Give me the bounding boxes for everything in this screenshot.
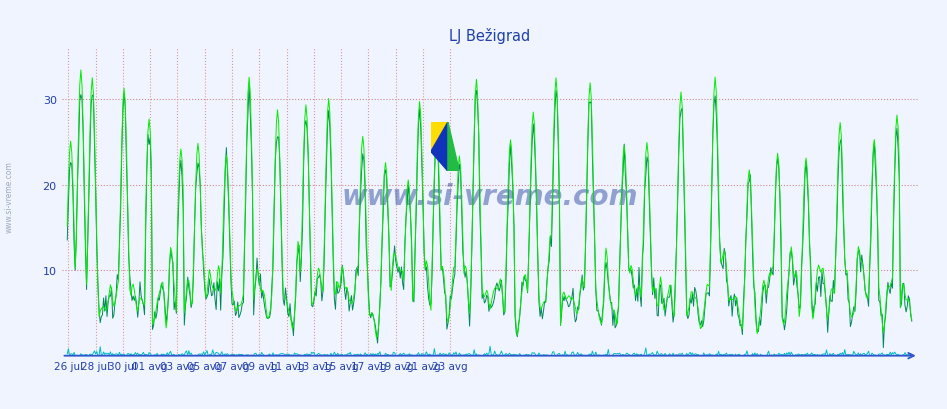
Text: www.si-vreme.com: www.si-vreme.com: [5, 160, 14, 232]
Polygon shape: [448, 123, 459, 172]
Polygon shape: [431, 123, 448, 152]
Title: LJ Bežigrad: LJ Bežigrad: [450, 28, 530, 44]
Polygon shape: [431, 123, 448, 172]
Text: www.si-vreme.com: www.si-vreme.com: [342, 182, 638, 210]
